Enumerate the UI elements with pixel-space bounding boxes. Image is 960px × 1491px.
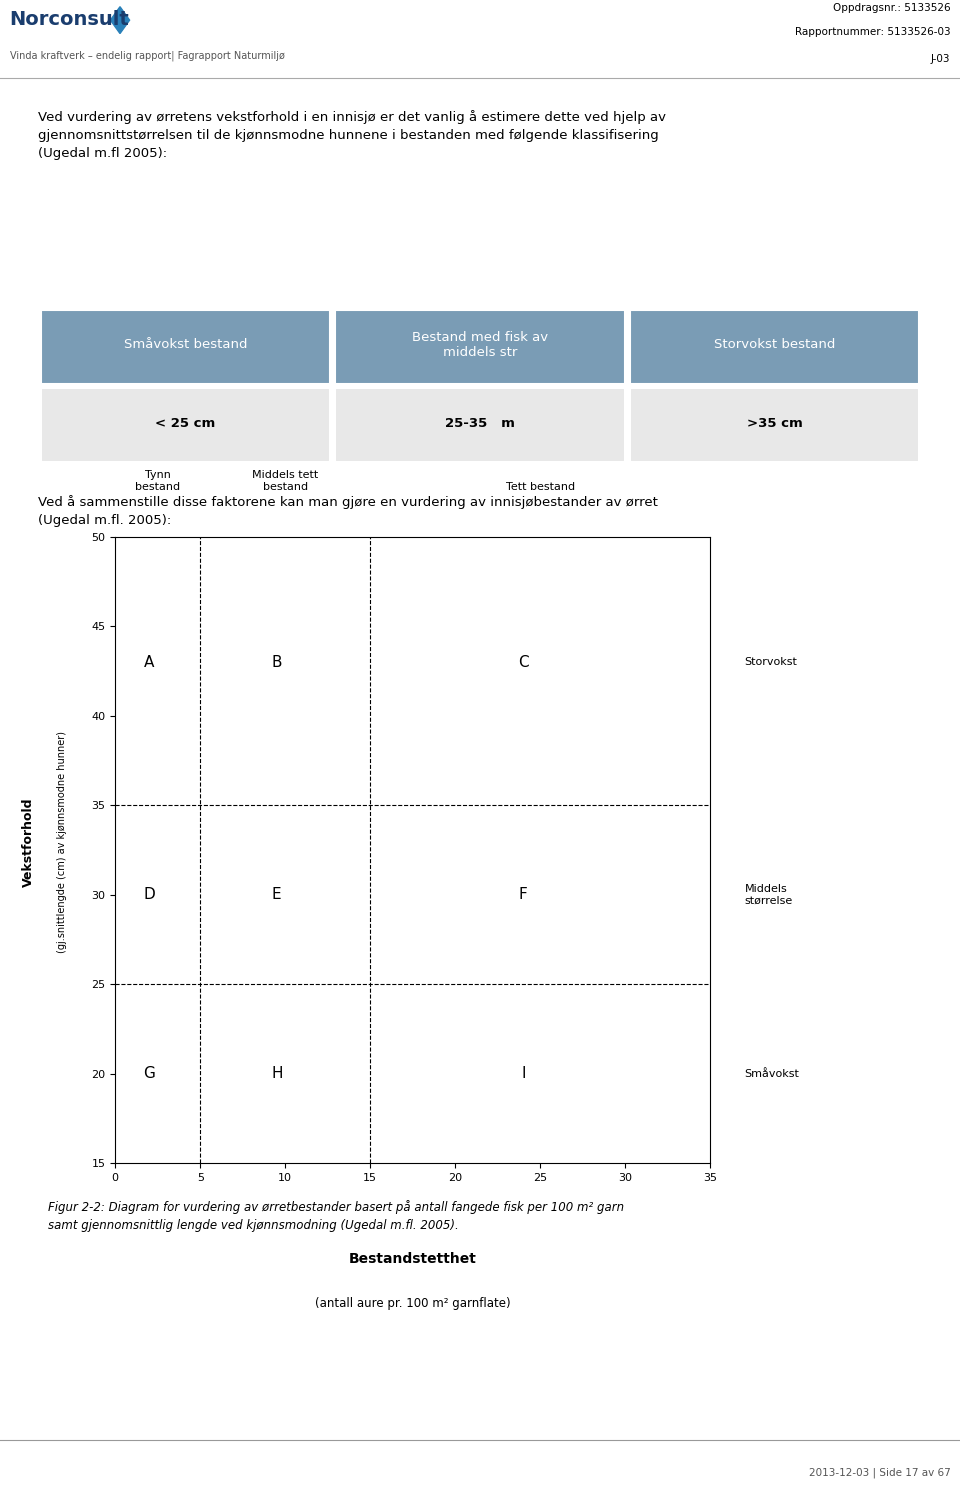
Text: Bestandstetthet: Bestandstetthet [348,1252,477,1266]
Bar [41,388,330,462]
Text: 25-35   m: 25-35 m [445,416,515,429]
Text: Tynn
bestand: Tynn bestand [135,471,180,492]
Text: C: C [518,655,529,669]
Text: Vekstforhold: Vekstforhold [22,798,36,887]
Bar [41,310,330,383]
Text: Oppdragsnr.: 5133526: Oppdragsnr.: 5133526 [832,3,950,13]
Text: Rapportnummer: 5133526-03: Rapportnummer: 5133526-03 [795,27,950,37]
Bar [335,310,625,383]
Text: Ved å sammenstille disse faktorene kan man gjøre en vurdering av innisjøbestande: Ved å sammenstille disse faktorene kan m… [38,495,659,526]
Text: Ved vurdering av ørretens vekstforhold i en innisjø er det vanlig å estimere det: Ved vurdering av ørretens vekstforhold i… [38,110,666,160]
Text: I: I [521,1066,525,1081]
Text: < 25 cm: < 25 cm [156,416,216,429]
Text: J-03: J-03 [931,54,950,64]
Text: D: D [143,887,156,902]
Text: (gj.snittlengde (cm) av kjønnsmodne hunner): (gj.snittlengde (cm) av kjønnsmodne hunn… [58,732,67,953]
Text: 2013-12-03 | Side 17 av 67: 2013-12-03 | Side 17 av 67 [808,1467,950,1479]
Text: Storvokst bestand: Storvokst bestand [713,338,835,352]
Text: Storvokst: Storvokst [744,658,798,666]
Text: H: H [271,1066,282,1081]
Polygon shape [110,6,130,34]
Text: Middels
størrelse: Middels størrelse [744,884,793,905]
Text: Tett bestand: Tett bestand [506,482,575,492]
Bar [335,388,625,462]
Text: Middels tett
bestand: Middels tett bestand [252,471,319,492]
Text: Norconsult: Norconsult [10,10,130,28]
Text: >35 cm: >35 cm [747,416,803,429]
Text: B: B [272,655,282,669]
Text: Småvokst bestand: Småvokst bestand [124,338,248,352]
Text: Småvokst: Småvokst [744,1069,800,1078]
Text: E: E [272,887,281,902]
Bar [630,388,919,462]
Text: Figur 2-2: Diagram for vurdering av ørretbestander basert på antall fangede fisk: Figur 2-2: Diagram for vurdering av ørre… [48,1200,624,1232]
Text: F: F [519,887,528,902]
Bar [630,310,919,383]
Text: (antall aure pr. 100 m² garnflate): (antall aure pr. 100 m² garnflate) [315,1297,511,1311]
Text: G: G [143,1066,156,1081]
Text: A: A [144,655,155,669]
Text: Bestand med fisk av
middels str: Bestand med fisk av middels str [412,331,548,359]
Text: Vinda kraftverk – endelig rapport| Fagrapport Naturmiljø: Vinda kraftverk – endelig rapport| Fagra… [10,51,284,61]
